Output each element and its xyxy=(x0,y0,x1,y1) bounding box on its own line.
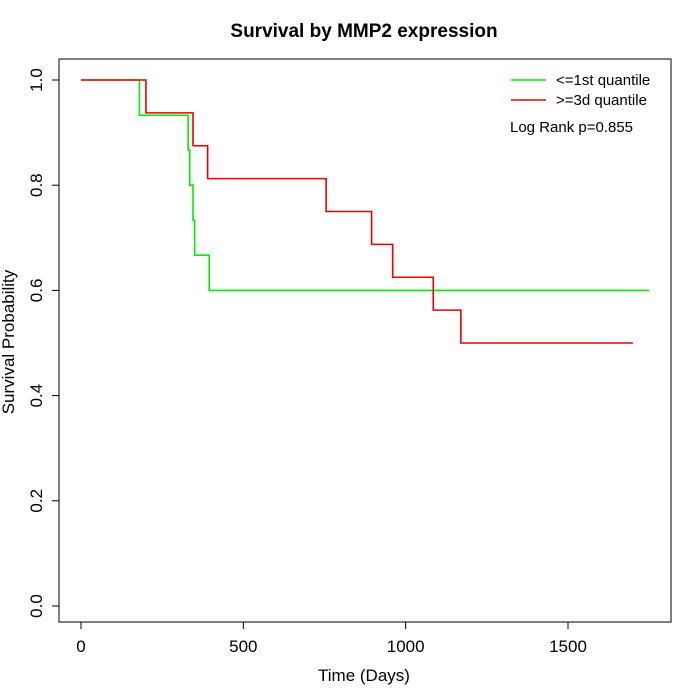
legend-label: <=1st quantile xyxy=(556,72,650,89)
x-tick-label: 0 xyxy=(76,637,85,656)
chart-title: Survival by MMP2 expression xyxy=(230,21,497,42)
legend-label: >=3d quantile xyxy=(556,92,647,109)
y-tick-label: 1.0 xyxy=(27,68,46,92)
y-tick-label: 0.4 xyxy=(27,384,46,408)
y-tick-label: 0.2 xyxy=(27,489,46,513)
x-axis-label: Time (Days) xyxy=(318,666,410,685)
series-line-1 xyxy=(81,79,650,292)
x-tick-label: 1500 xyxy=(549,637,587,656)
x-tick-label: 1000 xyxy=(387,637,425,656)
y-axis-label: Survival Probability xyxy=(0,269,18,414)
y-tick-label: 0.6 xyxy=(27,279,46,303)
log-rank-annotation: Log Rank p=0.855 xyxy=(510,119,633,136)
y-axis: 0.0 0.2 0.4 0.6 0.8 1.0 xyxy=(27,68,60,618)
y-tick-label: 0.8 xyxy=(27,173,46,197)
plot-area xyxy=(58,58,672,623)
x-axis: 0 500 1000 1500 xyxy=(76,621,587,656)
x-tick-label: 500 xyxy=(229,637,257,656)
legend: <=1st quantile >=3d quantile xyxy=(511,72,650,109)
series-line-2 xyxy=(81,79,633,344)
series-layer xyxy=(81,79,650,344)
y-tick-label: 0.0 xyxy=(27,594,46,618)
